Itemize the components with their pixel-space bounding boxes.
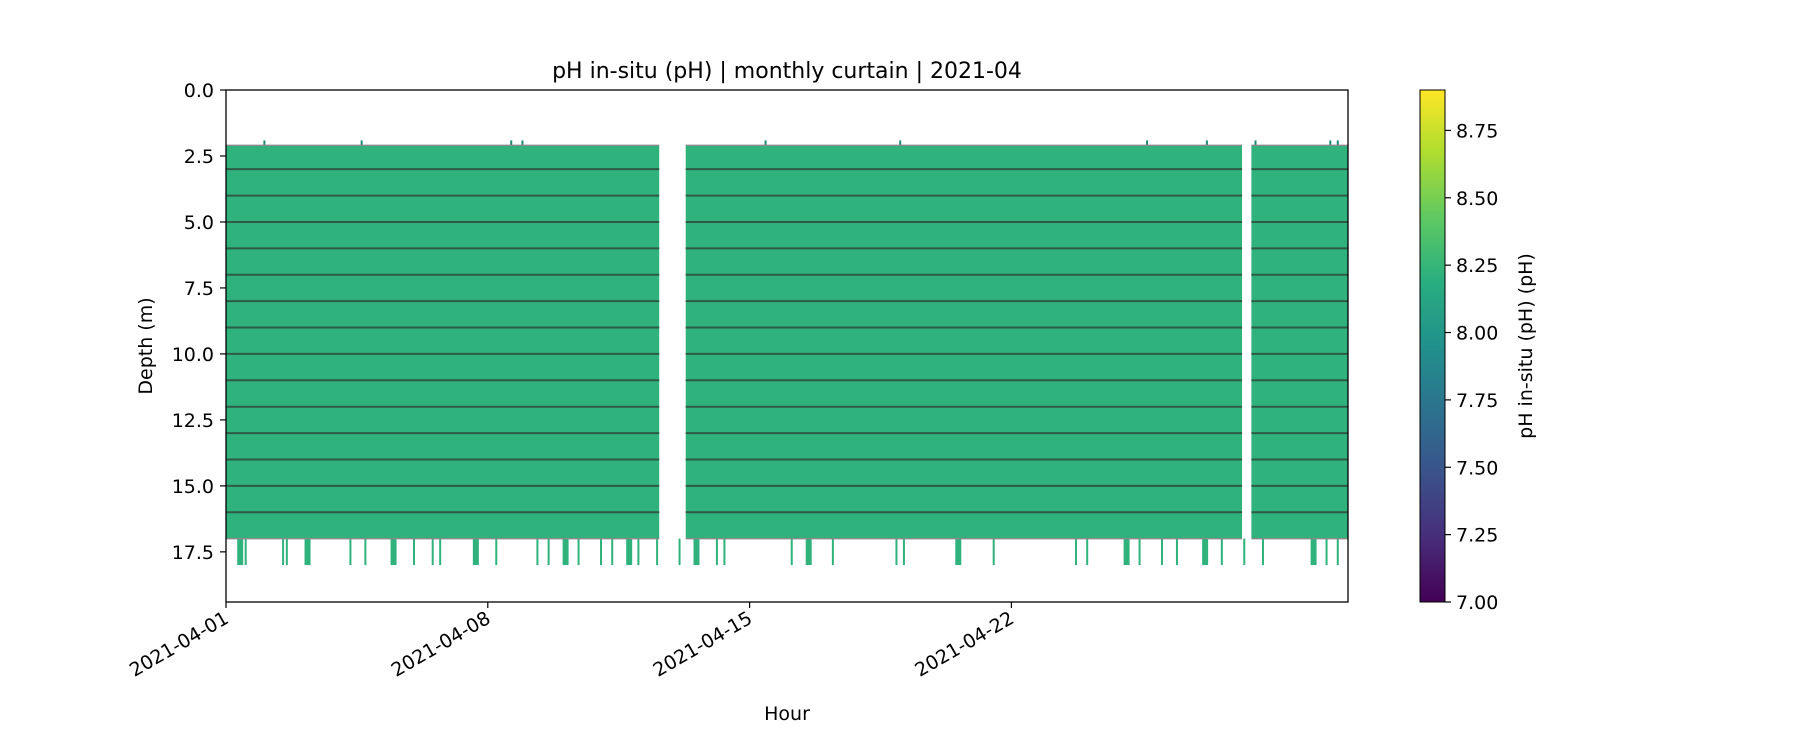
bottom-extension-bar [1202,538,1209,566]
bottom-extension-bar [693,538,700,566]
surface-spike [1329,140,1332,146]
surface-spike [521,140,524,146]
bottom-extension-bar [656,538,659,566]
bottom-extension-bar [790,538,793,566]
y-axis-label: Depth (m) [135,297,157,394]
colorbar-tick-label: 8.75 [1456,120,1498,142]
bottom-extension-bar [237,538,244,566]
colorbar-tick-label: 7.00 [1456,592,1498,614]
bottom-extension-bar [1325,538,1328,566]
bottom-extension-bar [439,538,442,566]
x-axis: 2021-04-01 2021-04-08 2021-04-15 2021-04-22 [126,602,1018,682]
y-tick-label: 7.5 [184,278,214,300]
colorbar-tick-label: 8.50 [1456,188,1498,210]
y-tick-label: 0.0 [184,80,214,102]
curtain-segment [226,145,660,539]
bottom-extension-bar [1243,538,1246,566]
bottom-extension-bar [1336,538,1339,566]
bottom-extension-bar [413,538,415,566]
surface-spike [263,140,266,146]
bottom-extension-bar [577,538,580,566]
plot-frame [225,89,1349,603]
curtain-segment [685,145,1243,539]
colorbar-tick-label: 7.25 [1456,525,1498,547]
bottom-extension-bar [600,538,602,566]
bottom-extension-bar [1074,538,1077,566]
surface-spike [510,140,513,146]
bottom-extension-bar [495,538,498,566]
bottom-extension-bar [1220,538,1223,566]
colorbar [1419,89,1446,603]
colorbar-tick-label: 8.25 [1456,255,1498,277]
colorbar-tick-label: 7.50 [1456,457,1498,479]
colorbar-tick-label: 7.75 [1456,390,1498,412]
bottom-extension-bar [1123,538,1130,566]
x-tick-label: 2021-04-22 [911,607,1018,681]
bottom-extension-bar [285,538,288,566]
x-axis-label: Hour [764,703,810,725]
colorbar-label: pH in-situ (pH) (pH) [1515,253,1537,439]
curtain-segment [1251,145,1348,539]
y-tick-label: 5.0 [184,212,214,234]
surface-spike [360,140,363,146]
y-tick-label: 12.5 [172,410,214,432]
chart-title: pH in-situ (pH) | monthly curtain | 2021… [552,59,1022,84]
y-axis: 0.0 2.5 5.0 7.5 10.0 12.5 15.0 17.5 [172,80,226,564]
bottom-extension-bar [244,538,247,566]
bottom-extension-bar [536,538,539,566]
surface-spike [1205,140,1208,146]
bottom-extension-bar [1138,538,1141,566]
bottom-extension-bar [1310,538,1317,566]
bottom-extension-bar [992,538,995,566]
bottom-extension-bar [1161,538,1163,566]
surface-spike [1146,140,1149,146]
bottom-extension-bar [349,538,352,566]
bottom-extension-bar [562,538,569,566]
bottom-extension-bar [390,538,397,566]
bottom-extension-bar [715,538,718,566]
bottom-extension-bar [805,538,812,566]
bottom-extension-bar [1175,538,1178,566]
y-tick-label: 17.5 [172,542,214,564]
bottom-extension-bar [626,538,633,566]
surface-spike [764,140,767,146]
bottom-extension-bar [472,538,479,566]
colorbar-tick-label: 8.00 [1456,323,1498,345]
bottom-extension-bar [895,538,898,566]
y-tick-label: 10.0 [172,344,214,366]
bottom-extension-bar [723,538,726,566]
colorbar-axis: 7.00 7.25 7.50 7.75 8.00 8.25 8.50 8.75 [1445,120,1498,614]
surface-spike [1254,140,1257,146]
bottom-extension-bar [902,538,905,566]
bottom-extension-bar [831,538,834,566]
bottom-extension-bar [431,538,434,566]
bottom-extension-bar [547,538,550,566]
bottom-extension-bar [308,538,311,566]
surface-spike [899,140,902,146]
x-tick-label: 2021-04-08 [388,607,495,681]
bottom-extension-bar [304,538,311,566]
y-tick-label: 2.5 [184,146,214,168]
bottom-extension-bar [611,538,614,566]
x-tick-label: 2021-04-01 [126,607,233,681]
bottom-extension-bar [955,538,962,566]
bottom-extension-bar [637,538,640,566]
bottom-extension-bar [364,538,367,566]
surface-spike [1336,140,1339,146]
bottom-extension-bar [282,538,285,566]
x-tick-label: 2021-04-15 [649,607,756,681]
bottom-extension-bar [1261,538,1264,566]
bottom-extension-bar [678,538,681,566]
y-tick-label: 15.0 [172,476,214,498]
bottom-extension-bar [1086,538,1089,566]
